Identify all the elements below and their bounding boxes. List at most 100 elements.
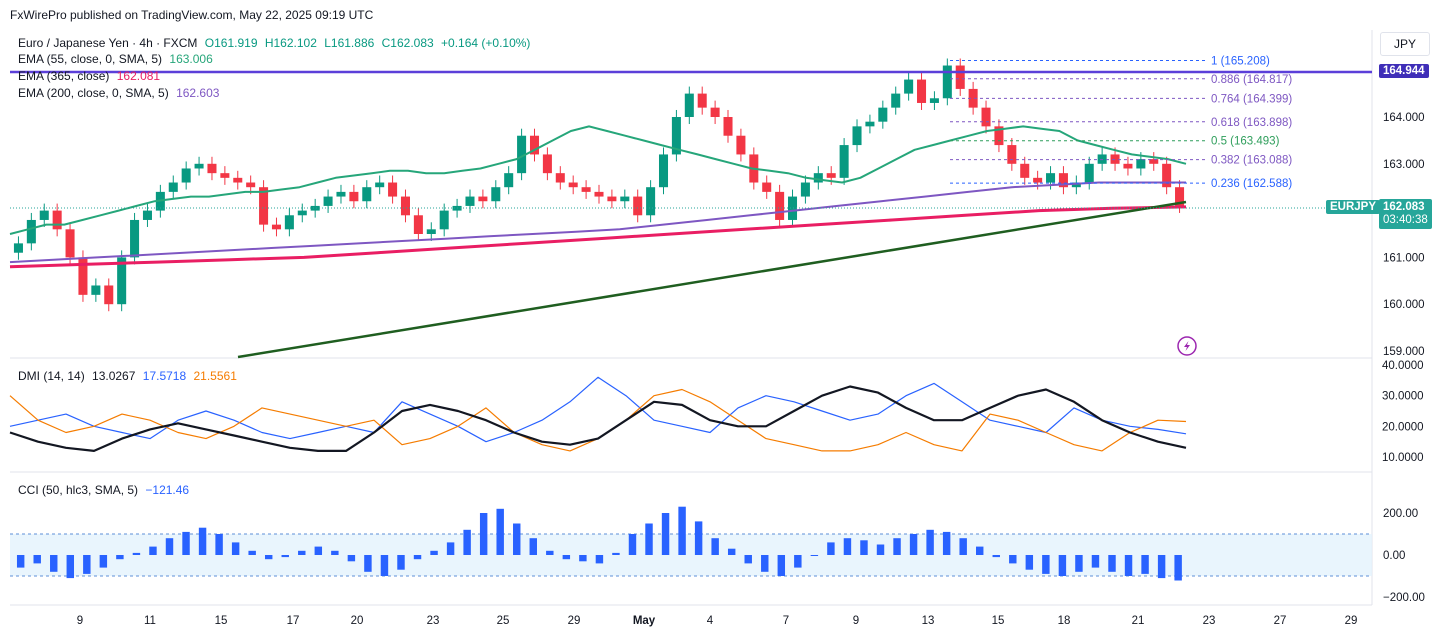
candle-body xyxy=(1046,173,1056,183)
cci-bar xyxy=(364,555,372,572)
cci-bar xyxy=(909,534,918,555)
time-tick-label: 23 xyxy=(427,615,440,627)
dmi-label: DMI (14, 14) xyxy=(18,369,85,383)
time-tick-label: 21 xyxy=(1132,615,1145,627)
candle-body xyxy=(388,182,398,197)
candle-body xyxy=(542,154,552,174)
candle-body xyxy=(1123,163,1133,169)
cci-bar xyxy=(182,531,190,555)
candle-body xyxy=(168,182,178,192)
cci-bar xyxy=(83,555,91,574)
ema55-line xyxy=(9,125,1187,235)
price-tick-label: 161.000 xyxy=(1383,252,1425,264)
candle-body xyxy=(981,107,991,127)
cci-bar xyxy=(380,555,389,576)
candle-body xyxy=(658,154,669,188)
cci-bar xyxy=(860,540,868,555)
cci-bar xyxy=(66,555,75,579)
cci-tick-label: 200.00 xyxy=(1383,508,1418,520)
cci-bar xyxy=(397,555,405,570)
candle-body xyxy=(529,135,540,155)
candle-body xyxy=(555,173,565,183)
ema200-legend[interactable]: EMA (200, close, 0, SMA, 5) 162.603 xyxy=(18,86,223,100)
ohlc-close: C162.083 xyxy=(381,36,434,50)
candle-body xyxy=(400,196,410,216)
dmi-tick-label: 30.0000 xyxy=(1382,391,1424,403)
publisher-line: FxWirePro published on TradingView.com, … xyxy=(10,8,374,22)
cci-bar xyxy=(893,538,901,555)
fib-level-label: 0.382 (163.088) xyxy=(1211,155,1292,167)
fib-level-label: 0.236 (162.588) xyxy=(1211,178,1292,190)
cci-bar xyxy=(843,538,852,555)
candle-body xyxy=(594,191,604,197)
time-tick-label: 7 xyxy=(783,615,789,627)
cci-bar xyxy=(479,513,488,555)
cci-bar xyxy=(926,529,934,555)
candle-body xyxy=(439,210,449,230)
cci-bar xyxy=(645,523,653,555)
cci-bar xyxy=(1025,555,1034,570)
candle-body xyxy=(310,205,320,211)
dmi-adx-line xyxy=(9,385,1187,452)
cci-bar xyxy=(777,555,786,576)
time-tick-label: 23 xyxy=(1203,615,1216,627)
fib-level-label: 0.618 (163.898) xyxy=(1211,117,1292,129)
candle-body xyxy=(1149,159,1159,164)
currency-button[interactable]: JPY xyxy=(1380,32,1430,56)
ema55-value: 163.006 xyxy=(169,52,213,66)
ohlc-change: +0.164 (+0.10%) xyxy=(441,36,531,50)
time-tick-label: 13 xyxy=(922,615,935,627)
candle-body xyxy=(904,79,914,94)
cci-bar xyxy=(347,555,356,562)
candle-body xyxy=(117,257,127,305)
support-trendline[interactable] xyxy=(237,200,1187,359)
candle-body xyxy=(297,210,307,216)
dmi-plus-line xyxy=(9,376,1187,443)
candle-body xyxy=(104,285,114,305)
candle-body xyxy=(349,191,359,202)
candle-body xyxy=(194,163,204,169)
ohlc-open: O161.919 xyxy=(204,36,258,50)
time-tick-label: May xyxy=(633,615,656,627)
candle-body xyxy=(878,107,888,122)
candle-body xyxy=(697,93,707,108)
candle-body xyxy=(1175,187,1185,206)
candle-body xyxy=(607,196,617,202)
dmi-minus-value: 21.5561 xyxy=(193,369,237,383)
candle-body xyxy=(517,135,527,174)
cci-bar xyxy=(430,550,438,555)
last-price-value: 162.083 xyxy=(1383,201,1425,213)
ema200-line xyxy=(9,181,1186,264)
candle-body xyxy=(1110,154,1120,164)
dmi-legend[interactable]: DMI (14, 14) 13.0267 17.5718 21.5561 xyxy=(18,369,241,383)
cci-bar xyxy=(50,555,58,572)
ema55-legend[interactable]: EMA (55, close, 0, SMA, 5) 163.006 xyxy=(18,52,217,66)
candle-body xyxy=(800,182,810,197)
ema365-legend[interactable]: EMA (365, close) 162.081 xyxy=(18,69,164,83)
symbol-legend: Euro / Japanese Yen · 4h · FXCM O161.919… xyxy=(18,36,534,50)
candle-body xyxy=(620,196,630,202)
candle-body xyxy=(220,173,230,178)
cci-bar xyxy=(579,555,587,562)
candle-body xyxy=(13,243,23,253)
cci-bar xyxy=(959,538,967,555)
cci-bar xyxy=(1058,555,1067,576)
dmi-tick-label: 40.0000 xyxy=(1382,360,1424,372)
candle-body xyxy=(478,196,488,202)
cci-bar xyxy=(248,550,256,555)
candle-body xyxy=(233,177,243,183)
cci-bar xyxy=(595,555,604,564)
time-tick-label: 27 xyxy=(1274,615,1287,627)
candle-body xyxy=(1007,145,1017,164)
cci-bar xyxy=(132,552,141,555)
cci-bar xyxy=(942,531,951,555)
cci-legend[interactable]: CCI (50, hlc3, SMA, 5) −121.46 xyxy=(18,483,193,497)
cci-bar xyxy=(761,555,769,572)
time-tick-label: 18 xyxy=(1058,615,1071,627)
lightning-icon[interactable] xyxy=(1177,336,1197,356)
candle-body xyxy=(1071,182,1081,188)
dmi-plus-value: 17.5718 xyxy=(142,369,187,383)
ema200-label: EMA (200, close, 0, SMA, 5) xyxy=(18,86,169,100)
cci-bar xyxy=(463,529,471,555)
